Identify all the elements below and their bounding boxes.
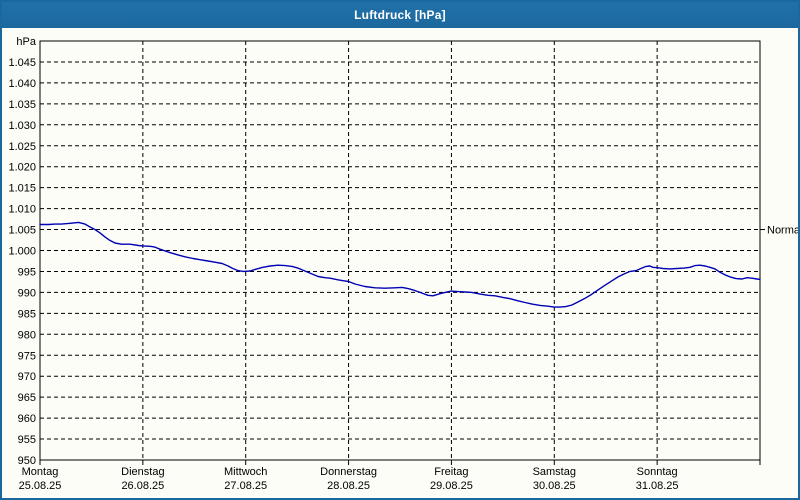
x-axis-day-label: Mittwoch — [224, 466, 267, 478]
y-axis-tick-label: 985 — [18, 308, 36, 320]
chart-area: 1.045 1.040 1.035 1.030 1.025 1.020 1.015 1.010… — [2, 28, 798, 498]
x-axis-date-label: 27.08.25 — [224, 480, 267, 492]
pressure-chart-canvas: 1.045 1.040 1.035 1.030 1.025 1.020 1.015 1.010… — [8, 36, 798, 492]
x-axis-day-label: Montag — [22, 466, 59, 478]
x-axis-date-label: 31.08.25 — [636, 480, 679, 492]
y-axis-tick-label: 990 — [18, 287, 36, 299]
y-axis-tick-label: 1.010 — [8, 204, 36, 216]
y-axis-tick-label: 970 — [18, 371, 36, 383]
y-axis-tick-label: 960 — [18, 413, 36, 425]
pressure-line — [39, 221, 761, 308]
x-axis-date-label: 26.08.25 — [121, 480, 164, 492]
plot-border — [39, 40, 761, 461]
y-axis-tick-label: 1.015 — [8, 183, 36, 195]
x-axis-date-label: 25.08.25 — [19, 480, 62, 492]
y-axis-tick-label: 965 — [18, 392, 36, 404]
x-axis-day-label: Sonntag — [637, 466, 678, 478]
y-axis-tick-label: 1.040 — [8, 78, 36, 90]
y-axis-tick-label: 995 — [18, 266, 36, 278]
y-axis-tick-label: 975 — [18, 350, 36, 362]
x-axis-day-label: Donnerstag — [320, 466, 377, 478]
x-axis-date-label: 29.08.25 — [430, 480, 473, 492]
y-axis-tick-label: 1.005 — [8, 225, 36, 237]
y-axis-tick-label: 1.025 — [8, 141, 36, 153]
x-axis-day-label: Samstag — [533, 466, 576, 478]
y-axis-tick-label: 955 — [18, 434, 36, 446]
normal-marker-label: Normal — [767, 225, 798, 237]
window-title: Luftdruck [hPa] — [354, 8, 446, 22]
x-axis-day-label: Freitag — [434, 466, 468, 478]
y-axis-tick-label: 1.000 — [8, 246, 36, 258]
y-axis-tick-label: 1.030 — [8, 120, 36, 132]
y-axis-tick-label: 980 — [18, 329, 36, 341]
y-axis-tick-label: 1.035 — [8, 99, 36, 111]
y-axis-tick-label: 1.020 — [8, 162, 36, 174]
window-titlebar[interactable]: Luftdruck [hPa] — [2, 2, 798, 28]
y-axis-tick-label: 950 — [18, 455, 36, 467]
x-axis-day-label: Dienstag — [121, 466, 164, 478]
x-axis-date-label: 28.08.25 — [327, 480, 370, 492]
y-axis-tick-label: 1.045 — [8, 57, 36, 69]
y-axis-unit-label: hPa — [16, 36, 36, 48]
x-axis-date-label: 30.08.25 — [533, 480, 576, 492]
